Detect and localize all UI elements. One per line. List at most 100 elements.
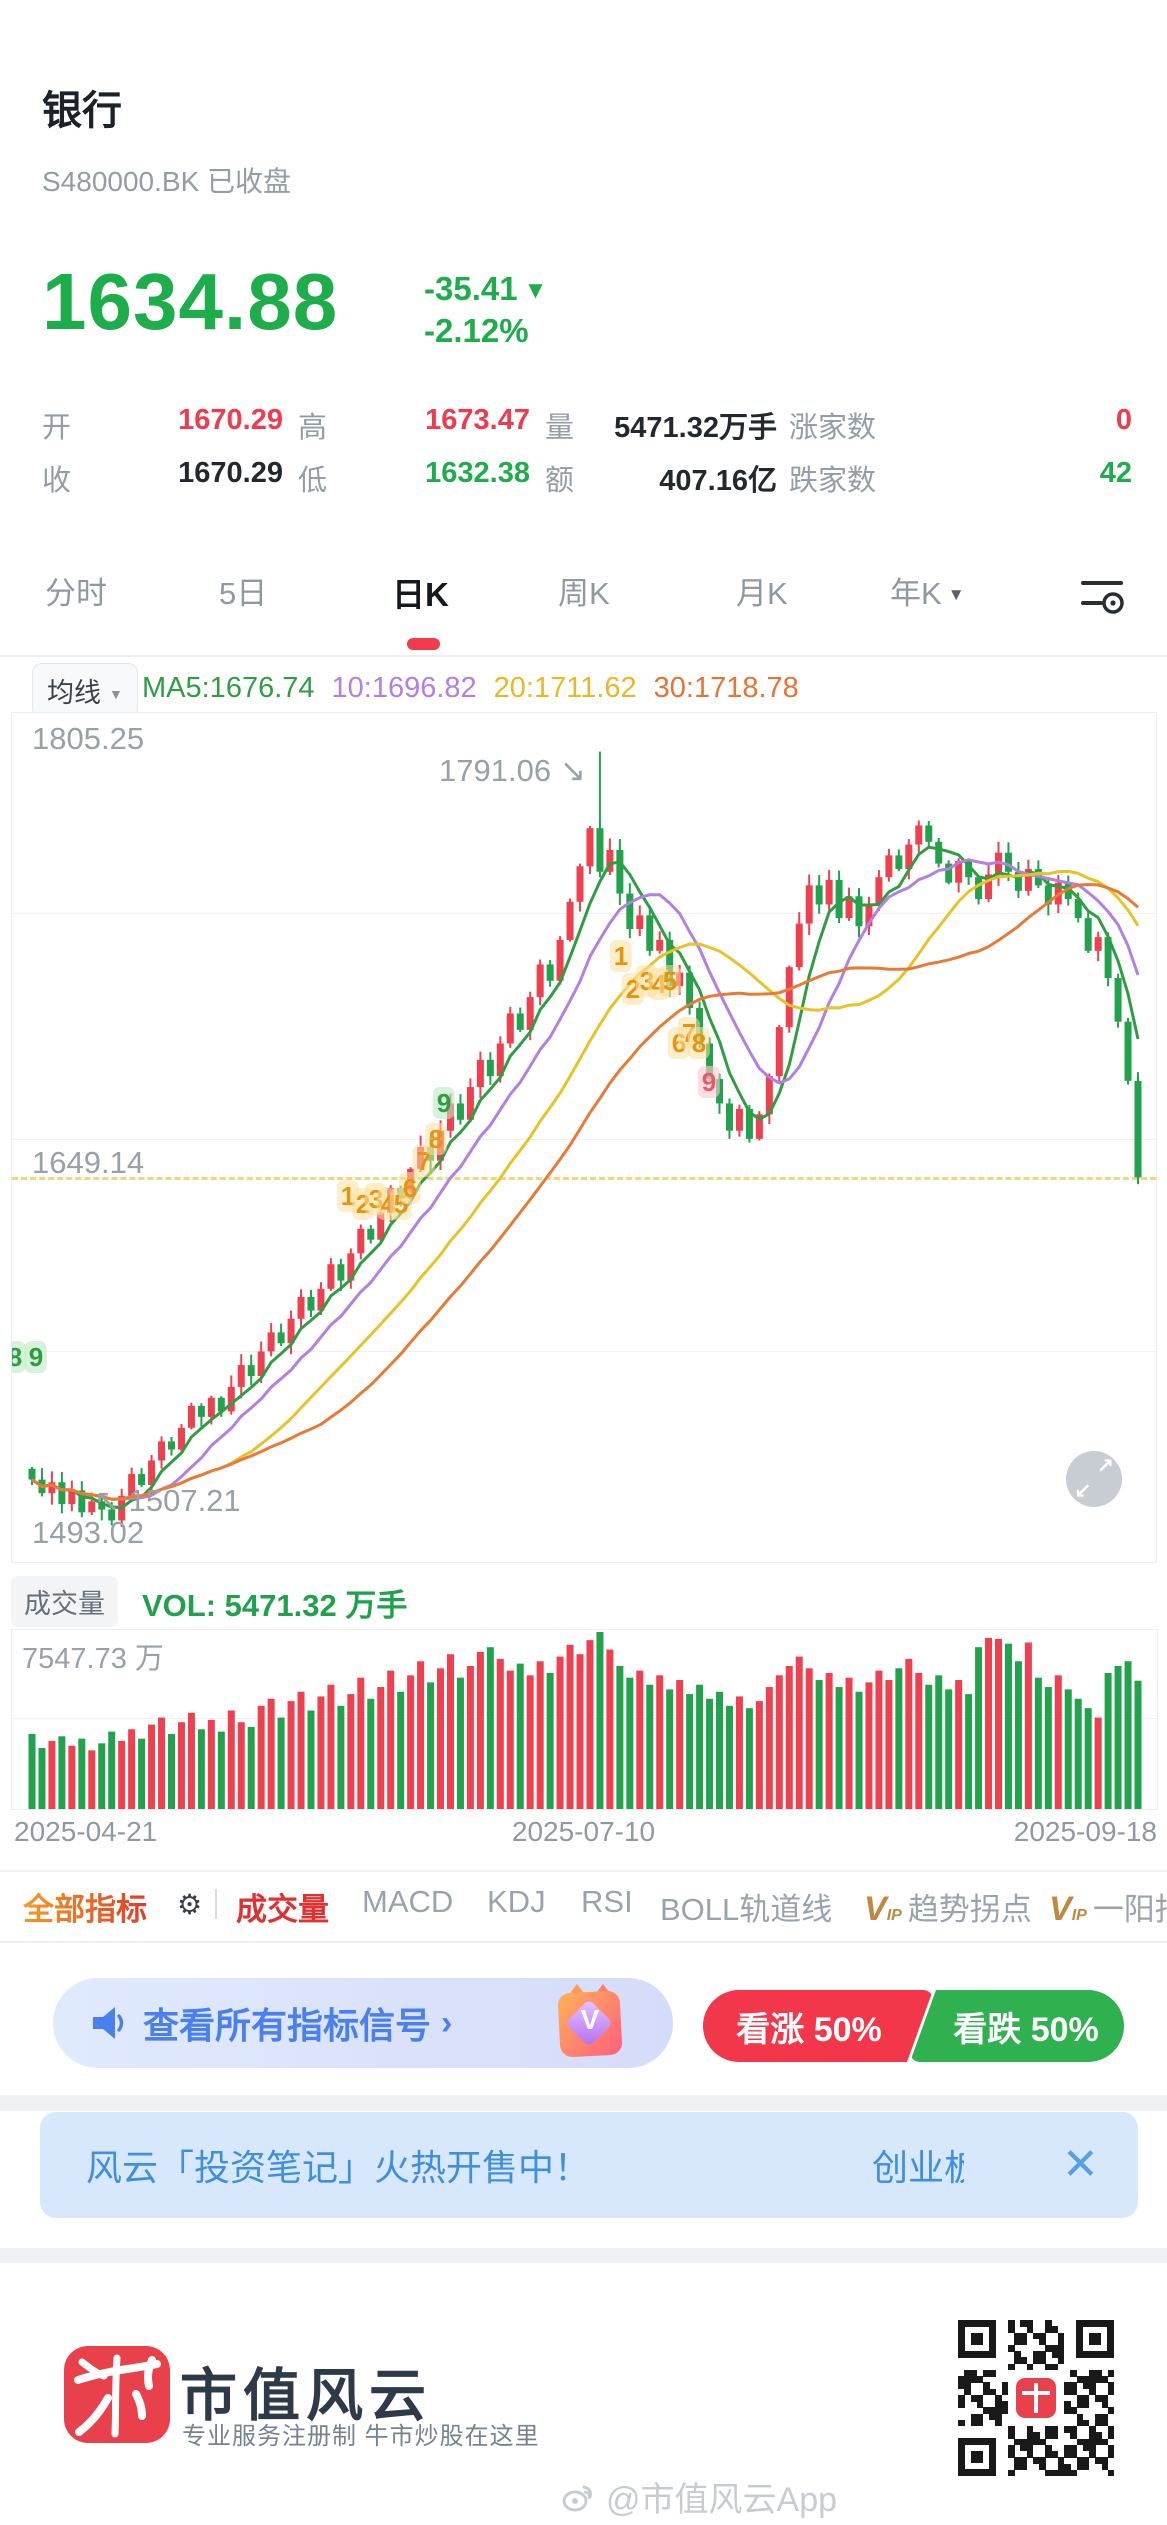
ma-value-1: 10:1696.82 (331, 672, 477, 704)
ma-value-3: 30:1718.78 (653, 672, 799, 704)
signal-badge-9: 9 (697, 1066, 721, 1098)
tab-daily-k[interactable]: 日K (392, 576, 449, 613)
volume-canvas (28, 1631, 1142, 1809)
ma-dropdown-button[interactable]: 均线 ▼ (32, 663, 138, 718)
indicator-all[interactable]: 全部指标 (23, 1884, 147, 1929)
indicator-macd[interactable]: MACD (362, 1884, 454, 1919)
indicator-trend-vip[interactable]: VIP 趋势拐点 (864, 1890, 1032, 1928)
tab-monthly-k[interactable]: 月K (736, 576, 788, 611)
divider (215, 1889, 217, 1919)
tab-weekly-k[interactable]: 周K (558, 576, 610, 611)
symbol-status: S480000.BK 已收盘 (42, 166, 292, 197)
divider-strip (0, 2095, 1167, 2111)
qr-code (958, 2320, 1115, 2477)
y-axis-max-label: 1805.25 (32, 721, 145, 756)
indicator-boll[interactable]: BOLL轨道线 (660, 1892, 833, 1927)
gridline (12, 913, 1156, 914)
active-tab-underline (407, 638, 440, 650)
weibo-icon (562, 2485, 592, 2511)
volume-value: 5471.32万手 (614, 412, 777, 444)
promo-banner[interactable]: 风云「投资笔记」火热开售中！ 创业板 ✕ (40, 2112, 1138, 2218)
watermark-text: @市值风云App (606, 2481, 838, 2519)
close-icon[interactable]: ✕ (1062, 2140, 1099, 2189)
peak-annotation: 1791.06 ↘ (439, 753, 586, 788)
date-mid: 2025-07-10 (511, 1816, 656, 1847)
chevron-down-icon: ▼ (947, 585, 965, 604)
price-change-pct: -2.12% (424, 312, 529, 349)
kline-chart[interactable]: 89123456789123456789 1805.25 1791.06 ↘ 1… (11, 712, 1157, 1563)
high-label: 高 (298, 412, 328, 444)
ma-value-2: 20:1711.62 (493, 672, 637, 704)
signal-badge-6: 6 (398, 1172, 422, 1204)
signal-badge-8: 8 (12, 1341, 27, 1373)
signal-badge-9: 9 (24, 1341, 48, 1373)
amount-value: 407.16亿 (659, 465, 777, 497)
volume-readout: VOL: 5471.32 万手 (142, 1588, 408, 1623)
indicator-rsi[interactable]: RSI (581, 1884, 633, 1919)
indicator-kdj[interactable]: KDJ (487, 1884, 546, 1919)
price-change: -35.41 ▼ (424, 270, 548, 307)
promo-right-text: 创业板 (872, 2147, 964, 2188)
ma-legend: MA5:1676.74 10:1696.82 20:1711.62 30:1718.7… (142, 672, 799, 705)
gridline (12, 1351, 1156, 1352)
open-value: 1670.29 (178, 404, 283, 436)
close-value: 1670.29 (178, 457, 283, 489)
volume-label: 量 (545, 412, 575, 444)
brand-logo (64, 2346, 170, 2443)
volume-chart[interactable]: 7547.73 万 (11, 1629, 1158, 1810)
view-signals-banner[interactable]: 查看所有指标信号 › V (53, 1978, 673, 2068)
gridline (12, 1718, 1157, 1719)
y-axis-mid-label: 1649.14 (32, 1145, 145, 1180)
chevron-right-icon: › (441, 2003, 453, 2042)
divider (0, 1870, 1167, 1872)
advancers-count: 0 (1115, 404, 1132, 436)
amount-label: 额 (545, 465, 575, 497)
date-start: 2025-04-21 (14, 1816, 158, 1847)
signal-badge-9: 9 (432, 1087, 456, 1119)
tab-yearly-k[interactable]: 年K ▼ (890, 576, 965, 611)
arrow-se-icon: ↘ (559, 753, 586, 788)
arrow-ne-icon: ↗ (1096, 1455, 1114, 1478)
current-price-line (12, 1177, 1156, 1180)
vip-icon: VIP (864, 1890, 902, 1928)
advancers-label: 涨家数 (789, 412, 877, 444)
indicator-yyz-vip[interactable]: VIP一阳指 (1049, 1890, 1167, 1928)
indicator-volume[interactable]: 成交量 (236, 1892, 329, 1927)
brand-name: 市值风云 (180, 2364, 432, 2428)
bullish-vote-button[interactable]: 看涨 50% (703, 1990, 933, 2062)
vip-icon: VIP (1049, 1890, 1087, 1928)
tab-5day[interactable]: 5日 (219, 576, 268, 611)
arrow-nw-icon: ↖ (94, 1483, 120, 1518)
decliners-label: 跌家数 (789, 465, 877, 497)
signal-badge-8: 8 (687, 1027, 711, 1059)
bearish-vote-button[interactable]: 看跌 50% (910, 1990, 1124, 2062)
tab-minute[interactable]: 分时 (45, 576, 107, 611)
ma-value-0: MA5:1676.74 (142, 672, 315, 704)
divider (0, 1941, 1167, 1943)
down-triangle-icon: ▼ (523, 277, 548, 304)
chevron-down-icon: ▼ (109, 686, 123, 702)
kline-settings-icon[interactable] (1079, 572, 1127, 618)
arrow-sw-icon: ↙ (1074, 1480, 1092, 1503)
signal-badge-8: 8 (424, 1123, 448, 1155)
view-signals-label: 查看所有指标信号 (143, 2005, 432, 2046)
open-label: 开 (42, 412, 72, 444)
last-price: 1634.88 (42, 257, 339, 346)
high-value: 1673.47 (425, 404, 530, 436)
date-end: 2025-09-18 (1013, 1816, 1157, 1847)
y-axis-min-label: 1493.02 (32, 1515, 145, 1550)
divider-strip (0, 2248, 1167, 2263)
low-annotation: ↖ 1507.21 (94, 1483, 241, 1518)
close-label: 收 (42, 465, 72, 497)
promo-text: 风云「投资笔记」火热开售中！ (86, 2147, 591, 2188)
divider (0, 655, 1167, 657)
fullscreen-button[interactable]: ↗ ↙ (1066, 1451, 1122, 1507)
candlestick-canvas (28, 751, 1142, 1527)
signal-badge-5: 5 (658, 965, 682, 997)
decliners-count: 42 (1099, 457, 1132, 489)
low-value: 1632.38 (425, 457, 530, 489)
watermark: @市值风云App (560, 2472, 837, 2521)
gear-icon[interactable]: ⚙ (177, 1889, 203, 1920)
signal-badge-1: 1 (609, 940, 633, 972)
